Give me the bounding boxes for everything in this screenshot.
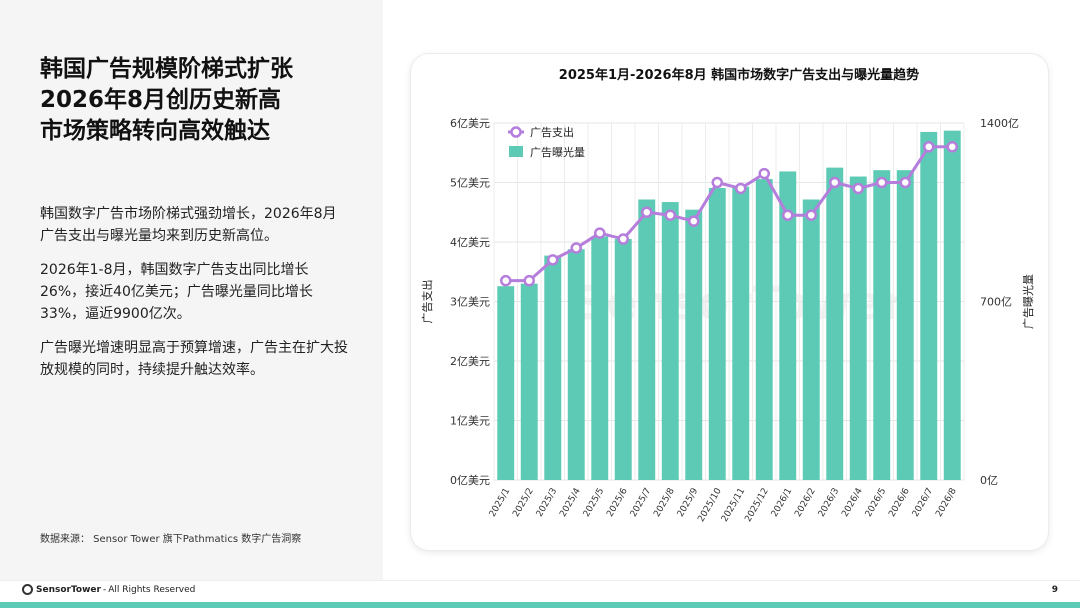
chart-card: 2025年1月-2026年8月 韩国市场数字广告支出与曝光量趋势SensorTo… (411, 54, 1048, 550)
footer-separator: - (102, 584, 107, 595)
legend-bar-swatch (509, 146, 523, 157)
line-point (664, 209, 676, 221)
headline: 韩国广告规模阶梯式扩张 2026年8月创历史新高 市场策略转向高效触达 (40, 54, 370, 147)
bar (943, 130, 961, 480)
legend-line-marker (510, 126, 522, 138)
paragraph-3: 广告曝光增速明显高于预算增速，广告主在扩大投放规模的同时，持续提升触达效率。 (40, 340, 348, 378)
line-point (523, 274, 535, 287)
x-tick: 2025/4 (558, 486, 583, 519)
bar (779, 171, 797, 480)
bar (567, 249, 585, 480)
paragraph-1: 韩国数字广告市场阶梯式强劲增长，2026年8月广告支出与曝光量均来到历史新高位。 (40, 206, 337, 244)
line-point (805, 209, 817, 221)
x-tick: 2026/8 (934, 486, 959, 519)
bar (497, 286, 515, 480)
line-point (923, 141, 935, 153)
y-tick-left: 5亿美元 (450, 177, 490, 190)
bar (544, 255, 562, 480)
bottom-accent-bar (0, 602, 1080, 608)
left-panel (0, 0, 383, 580)
bar (873, 170, 891, 481)
bar (802, 199, 820, 480)
bar (661, 202, 679, 481)
source-note: 数据来源： Sensor Tower 旗下Pathmatics 数字广告洞察 (40, 534, 302, 545)
y-axis-label-left: 广告支出 (420, 280, 434, 324)
x-tick: 2026/7 (911, 487, 935, 519)
bar (849, 176, 867, 481)
y-axis-label-right: 广告曝光量 (1021, 274, 1035, 329)
legend-label-impressions: 广告曝光量 (530, 145, 585, 159)
headline-line-1: 韩国广告规模阶梯式扩张 (40, 56, 293, 82)
y-tick-left: 4亿美元 (450, 236, 490, 249)
x-tick: 2025/2 (511, 487, 535, 519)
x-tick: 2025/12 (743, 487, 770, 524)
x-tick: 2026/5 (864, 487, 888, 519)
headline-line-2: 2026年8月创历史新高 (40, 87, 282, 113)
line-point (735, 182, 747, 195)
y-tick-left: 6亿美元 (450, 117, 490, 130)
bar (614, 239, 632, 480)
line-point (782, 209, 794, 221)
line-point (570, 242, 582, 254)
footer-brand: SensorTower (36, 584, 101, 595)
line-point (711, 176, 723, 189)
bar (755, 179, 773, 480)
x-tick: 2026/2 (793, 487, 817, 519)
page-number: 9 (1051, 585, 1058, 595)
x-tick: 2026/4 (840, 486, 865, 519)
y-tick-left: 1亿美元 (450, 415, 490, 428)
x-tick: 2026/6 (887, 486, 912, 519)
x-tick: 2025/9 (676, 486, 701, 519)
y-tick-left: 2亿美元 (450, 355, 490, 368)
legend-label-spend: 广告支出 (530, 125, 574, 139)
y-tick-left: 0亿美元 (450, 474, 490, 487)
line-point (758, 167, 770, 180)
bar (638, 199, 656, 480)
y-tick-right: 700亿 (980, 296, 1012, 309)
y-tick-left: 3亿美元 (450, 296, 490, 309)
bar (826, 167, 844, 480)
x-tick: 2026/3 (817, 487, 841, 519)
bar (685, 209, 703, 480)
x-tick: 2025/1 (488, 487, 512, 519)
chart-title: 2025年1月-2026年8月 韩国市场数字广告支出与曝光量趋势 (559, 67, 919, 83)
body-text: 韩国数字广告市场阶梯式强劲增长，2026年8月广告支出与曝光量均来到历史新高位。… (40, 203, 350, 393)
bar (732, 186, 750, 480)
bar (896, 170, 914, 481)
bar (591, 236, 609, 480)
bar (708, 188, 726, 480)
line-point (641, 206, 653, 218)
line-point (946, 141, 958, 153)
line-point (899, 176, 911, 189)
x-tick: 2025/6 (605, 486, 630, 519)
sensortower-logo-icon (22, 584, 33, 595)
headline-line-3: 市场策略转向高效触达 (40, 118, 270, 144)
y-tick-right: 1400亿 (980, 117, 1019, 130)
x-tick: 2025/8 (652, 486, 677, 519)
bar (920, 131, 938, 481)
bar (520, 283, 538, 480)
footer-logo: SensorTower - All Rights Reserved (22, 584, 195, 595)
line-point (852, 182, 864, 195)
footer-rights: All Rights Reserved (108, 584, 196, 595)
line-point (547, 254, 559, 266)
x-tick: 2026/1 (770, 487, 794, 519)
line-point (500, 274, 512, 287)
line-point (876, 176, 888, 189)
line-point (829, 176, 841, 189)
footer: SensorTower - All Rights Reserved 9 (0, 580, 1080, 602)
x-tick: 2025/5 (582, 487, 606, 519)
line-point (594, 227, 606, 239)
x-tick: 2025/7 (629, 487, 653, 519)
chart: 2025年1月-2026年8月 韩国市场数字广告支出与曝光量趋势SensorTo… (420, 67, 1035, 524)
x-tick: 2025/3 (535, 487, 559, 519)
line-point (617, 233, 629, 245)
paragraph-2: 2026年1-8月，韩国数字广告支出同比增长26%，接近40亿美元；广告曝光量同… (40, 262, 313, 322)
y-tick-right: 0亿 (980, 474, 998, 487)
line-point (688, 215, 700, 227)
